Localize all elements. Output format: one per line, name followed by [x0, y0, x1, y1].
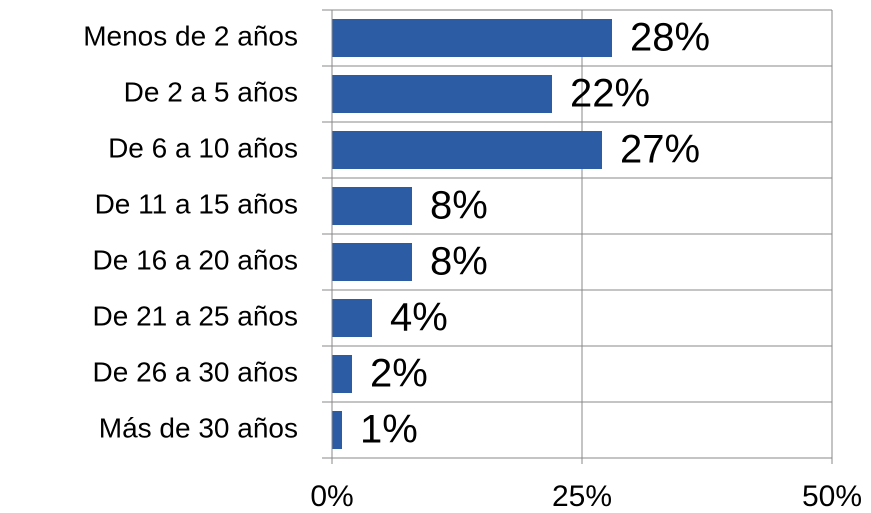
data-label: 8% [430, 240, 488, 284]
y-tick-label: De 11 a 15 años [95, 188, 298, 219]
bar [332, 299, 372, 337]
data-label: 4% [390, 296, 448, 340]
x-tick-label: 25% [552, 480, 612, 513]
y-tick-label: De 6 a 10 años [108, 132, 298, 163]
bar [332, 131, 602, 169]
bar [332, 19, 612, 57]
y-tick-label: Más de 30 años [99, 412, 298, 443]
x-tick-label: 50% [802, 480, 862, 513]
y-tick-label: De 26 a 30 años [93, 356, 299, 387]
data-label: 27% [620, 128, 700, 172]
bar [332, 411, 342, 449]
y-tick-label: De 16 a 20 años [93, 244, 299, 275]
x-tick-label: 0% [310, 480, 353, 513]
y-tick-label: De 2 a 5 años [124, 76, 298, 107]
bar [332, 187, 412, 225]
data-label: 1% [360, 408, 418, 452]
bar [332, 243, 412, 281]
data-label: 22% [570, 72, 650, 116]
bar [332, 75, 552, 113]
data-label: 28% [630, 16, 710, 60]
y-tick-label: De 21 a 25 años [93, 300, 299, 331]
data-label: 2% [370, 352, 428, 396]
data-label: 8% [430, 184, 488, 228]
y-tick-label: Menos de 2 años [83, 20, 298, 51]
bar [332, 355, 352, 393]
